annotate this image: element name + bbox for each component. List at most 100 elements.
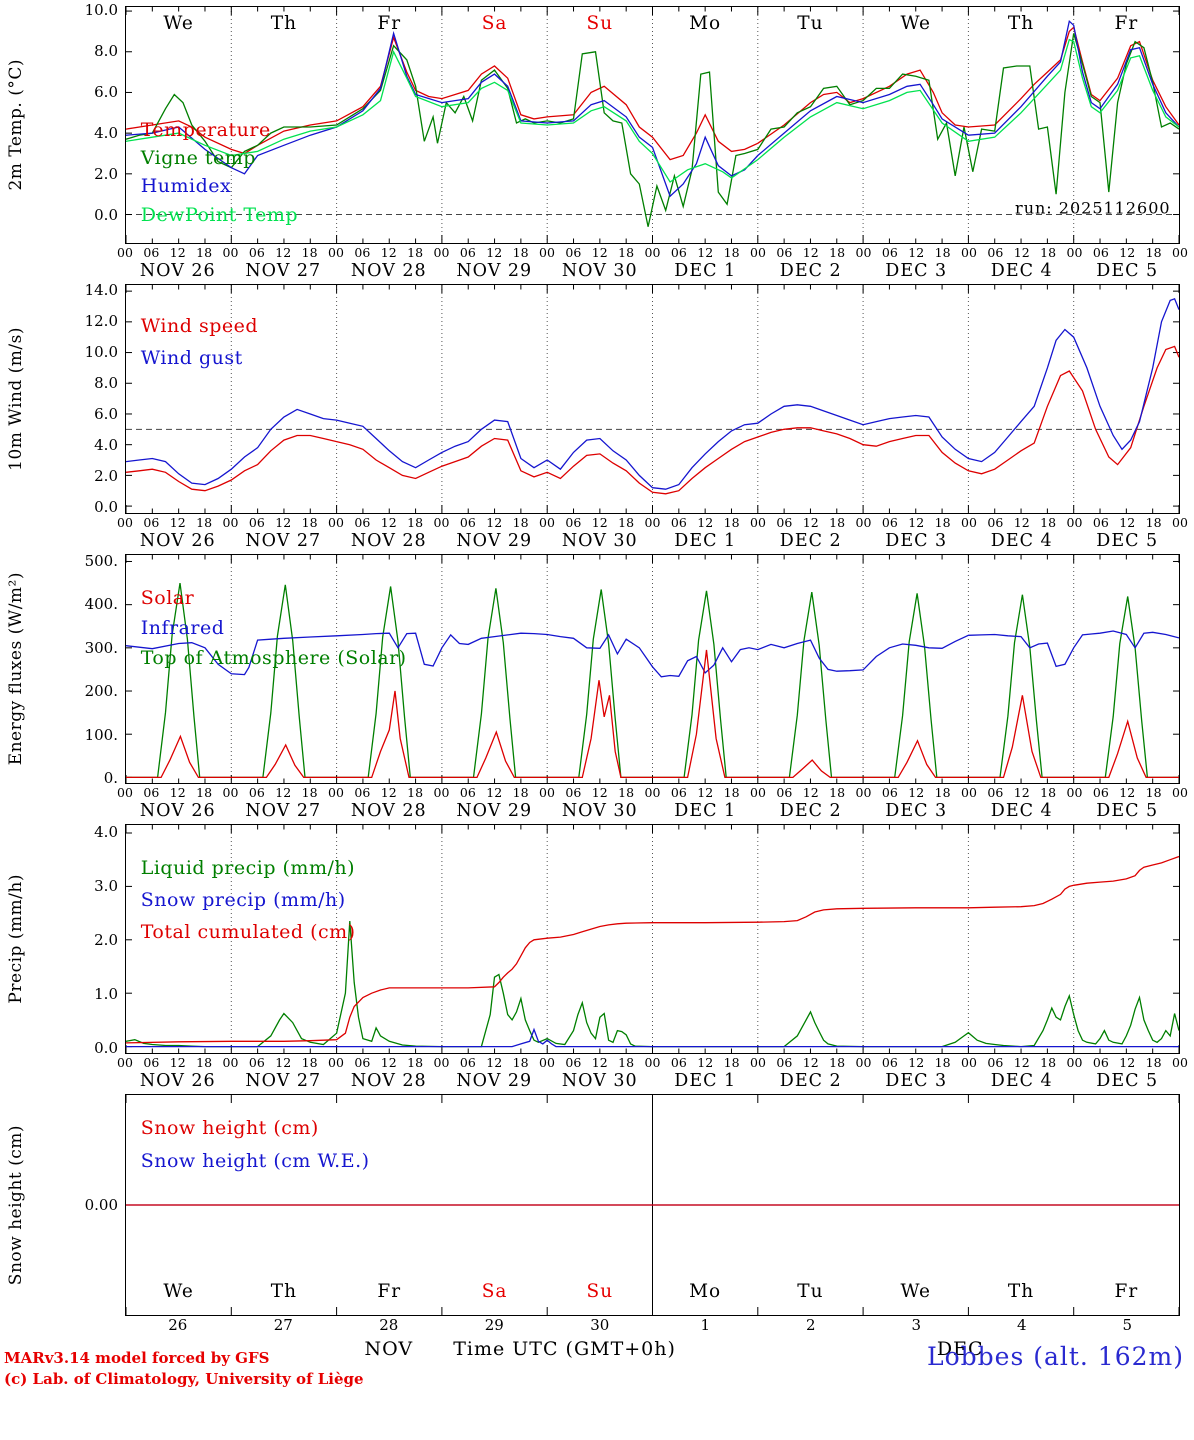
x-hour-label: 18 (196, 785, 213, 800)
x-hour-label: 06 (987, 1055, 1004, 1070)
x-hour-label: 00 (117, 1055, 133, 1070)
x-hour-label: 00 (961, 1055, 977, 1070)
x-date-label: NOV 26 (139, 1071, 216, 1091)
y-tick-label: 2.0 (94, 165, 118, 184)
x-hour-label: 12 (275, 785, 292, 800)
x-hour-label: 06 (459, 515, 476, 530)
x-date-label: DEC 3 (885, 1071, 948, 1091)
legend-snow-height-cm-w-e: Snow height (cm W.E.) (140, 1150, 370, 1172)
x-date-label: NOV 30 (561, 1071, 638, 1091)
x-hour-label: 06 (565, 245, 582, 260)
x-hour-label: 00 (961, 245, 977, 260)
date-tick-row: NOV 26 NOV 27 NOV 28 NOV 29 NOV 30 DEC 1 DEC 2… (125, 1069, 1180, 1092)
plot-wind: Wind speed Wind gust (125, 284, 1180, 514)
x-hour-label: 06 (670, 245, 687, 260)
x-hour-label: 00 (1172, 1055, 1188, 1070)
y-tick-label: 12.0 (84, 312, 118, 331)
credit-line-2: (c) Lab. of Climatology, University of L… (4, 1370, 364, 1388)
x-date-label: NOV 30 (561, 531, 638, 551)
x-hour-label: 00 (539, 515, 555, 530)
legend-infrared: Infrared (140, 616, 225, 639)
x-hour-label: 00 (222, 785, 239, 800)
x-hour-label: 18 (301, 1055, 318, 1070)
x-hour-label: 06 (881, 785, 898, 800)
legend-wind-speed: Wind speed (140, 315, 259, 338)
x-hour-label: 00 (644, 785, 661, 800)
x-date-label: DEC 1 (674, 801, 737, 821)
plot-snow: We Th Fr Sa Su Mo Tu We Th Fr Snow height (cm) Sno… (125, 1094, 1180, 1316)
y-axis-label-temp: 2m Temp. (°C) (0, 6, 32, 244)
x-date-label: NOV 27 (245, 1071, 322, 1091)
x-date-label: DEC 4 (990, 531, 1053, 551)
x-hour-label: 12 (591, 245, 608, 260)
x-date-label: NOV 29 (456, 531, 533, 551)
y-ticks-energy: 0. 100. 200. 300. 400. 500. (32, 552, 125, 788)
x-hour-label: 00 (539, 245, 555, 260)
x-hour-label: 00 (644, 1055, 661, 1070)
x-hour-label: 06 (354, 785, 371, 800)
x-hour-label: 06 (670, 1055, 687, 1070)
x-hour-label: 06 (776, 245, 793, 260)
x-date-label: NOV 28 (350, 261, 427, 281)
x-hour-label: 06 (459, 245, 476, 260)
series-solar (126, 649, 1179, 779)
meteogram-page: 2m Temp. (°C) 0.0 2.0 4.0 6.0 8.0 10.0 We Th Fr… (0, 1, 1194, 1392)
x-date-label: DEC 3 (885, 801, 948, 821)
x-hour-label: 18 (196, 1055, 213, 1070)
y-axis-label-text: Precip (mm/h) (6, 874, 26, 1004)
x-hour-label: 18 (829, 1055, 846, 1070)
y-tick-label: 0.0 (94, 498, 118, 517)
x-hour-label: 00 (1066, 245, 1083, 260)
x-date-label: DEC 2 (779, 531, 842, 551)
x-hour-label: 12 (802, 1055, 819, 1070)
x-hour-label: 12 (697, 1055, 714, 1070)
x-hour-label: 12 (169, 245, 186, 260)
x-hour-label: 00 (750, 785, 766, 800)
y-ticks-temp: 0.0 2.0 4.0 6.0 8.0 10.0 (32, 1, 125, 244)
series-dewpoint-temp (126, 38, 1179, 183)
x-hour-label: 18 (723, 515, 740, 530)
day-numbers-row: 26 27 28 29 30 1 2 3 4 5 (125, 1316, 1180, 1334)
station-label: Lobbes (alt. 162m) (926, 1342, 1184, 1371)
x-hour-label: 06 (143, 515, 160, 530)
month-label-dec: DEC (936, 1338, 984, 1360)
y-axis-label-text: 2m Temp. (°C) (6, 59, 26, 191)
x-hour-label: 12 (169, 785, 186, 800)
x-hour-label: 00 (1172, 785, 1188, 800)
y-tick-label: 2.0 (94, 930, 118, 949)
hour-tick-row: 00 06 12 18 00 06 12 18 00 06 12 18 00 06 12 18 00 06 12 18… (117, 514, 1188, 530)
x-hour-label: 12 (486, 245, 503, 260)
y-tick-label: 1.0 (94, 984, 118, 1003)
y-axis-label-text: Energy fluxes (W/m²) (6, 572, 26, 766)
x-hour-label: 00 (1172, 245, 1188, 260)
x-hour-label: 00 (1066, 515, 1083, 530)
x-hour-label: 06 (565, 1055, 582, 1070)
x-hour-label: 00 (961, 515, 977, 530)
x-hour-label: 18 (196, 245, 213, 260)
y-tick-label: 0.0 (94, 1038, 118, 1057)
x-hour-label: 06 (670, 515, 687, 530)
run-label: run: 2025112600 (1015, 198, 1171, 218)
y-tick-label: 10.0 (84, 343, 118, 362)
x-axis-title: Time UTC (GMT+0h) (453, 1338, 676, 1360)
x-hour-label: 18 (407, 515, 424, 530)
footer: Time UTC (GMT+0h) NOV DEC MARv3.14 model … (0, 1336, 1194, 1392)
hour-tick-row: 00 06 12 18 00 06 12 18 00 06 12 18 00 06 12 18 00 06 12 18… (117, 244, 1188, 260)
x-hour-label: 12 (591, 515, 608, 530)
x-hour-label: 12 (1119, 515, 1136, 530)
footer-axis-labels: Time UTC (GMT+0h) NOV DEC (125, 1338, 1180, 1368)
x-hour-label: 00 (117, 245, 133, 260)
x-date-label: DEC 5 (1096, 1071, 1159, 1091)
series-temperature (126, 26, 1179, 161)
x-date-label: DEC 3 (885, 531, 948, 551)
x-hour-label: 06 (776, 785, 793, 800)
x-hour-label: 12 (1119, 785, 1136, 800)
x-date-label: NOV 27 (245, 261, 322, 281)
x-hour-label: 12 (486, 515, 503, 530)
y-tick-label: 4.0 (94, 823, 118, 842)
day-number-label: 26 (168, 1316, 188, 1334)
x-hour-label: 00 (539, 1055, 555, 1070)
x-hour-label: 00 (117, 785, 133, 800)
series-total-cumulated (126, 855, 1179, 1044)
date-tick-row: NOV 26 NOV 27 NOV 28 NOV 29 NOV 30 DEC 1 DEC 2… (125, 529, 1180, 552)
